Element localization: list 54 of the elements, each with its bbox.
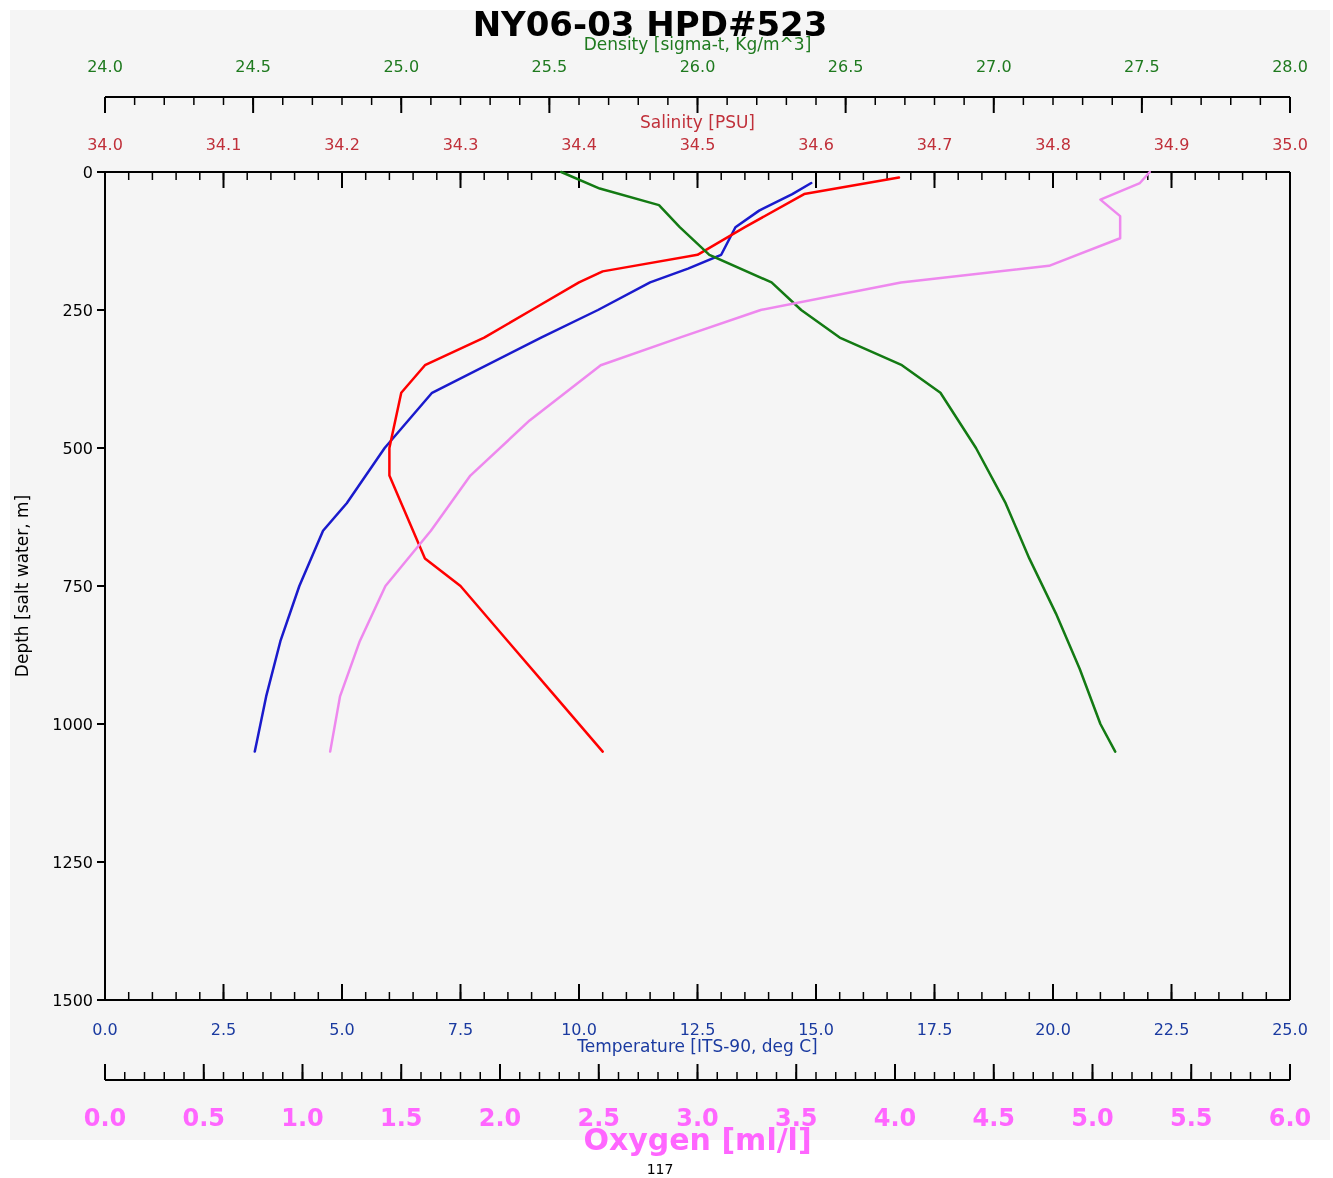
x-tick-label: 7.5 bbox=[447, 1020, 474, 1039]
x-tick-label: 12.5 bbox=[679, 1020, 716, 1039]
x-tick-label: 4.0 bbox=[873, 1104, 917, 1132]
y-tick-label: 250 bbox=[62, 301, 93, 320]
y-tick-label: 750 bbox=[62, 577, 93, 596]
x2-tick-label: 34.2 bbox=[324, 135, 360, 154]
x-tick-label: 20.0 bbox=[1035, 1020, 1071, 1039]
text: 117 bbox=[646, 1161, 674, 1177]
x2-tick-label: 25.5 bbox=[531, 57, 568, 76]
x2-tick-label: 34.4 bbox=[561, 135, 597, 154]
x-tick-label: 1.0 bbox=[281, 1104, 324, 1132]
x-tick-label: 17.5 bbox=[916, 1020, 953, 1039]
x-tick-label: 2.5 bbox=[210, 1020, 237, 1039]
x2-axis-title: Salinity [PSU] bbox=[639, 112, 756, 132]
x-tick-label: 6.0 bbox=[1268, 1104, 1312, 1132]
x2-tick-label: 34.0 bbox=[87, 135, 123, 154]
x2-tick-label: 34.9 bbox=[1153, 135, 1190, 154]
x-tick-label: 4.5 bbox=[972, 1104, 1016, 1132]
x2-tick-label: 34.1 bbox=[205, 135, 242, 154]
x-tick-label: 5.0 bbox=[1071, 1104, 1114, 1132]
x2-tick-label: 28.0 bbox=[1272, 57, 1308, 76]
y-tick-label: 1000 bbox=[52, 715, 93, 734]
x-tick-label: 3.0 bbox=[676, 1104, 719, 1132]
x-tick-label: 0.0 bbox=[83, 1104, 127, 1132]
x2-tick-label: 35.0 bbox=[1272, 135, 1308, 154]
x-tick-label: 2.0 bbox=[478, 1104, 522, 1132]
x2-tick-label: 34.5 bbox=[679, 135, 716, 154]
x-tick-label: 10.0 bbox=[561, 1020, 597, 1039]
x-tick-label: 1.5 bbox=[379, 1104, 423, 1132]
x-tick-label: 15.0 bbox=[798, 1020, 834, 1039]
x-tick-label: 0.5 bbox=[182, 1104, 226, 1132]
x-tick-label: 25.0 bbox=[1272, 1020, 1308, 1039]
x2-tick-label: 34.3 bbox=[442, 135, 479, 154]
x2-tick-label: 34.7 bbox=[916, 135, 953, 154]
x2-tick-label: 24.5 bbox=[235, 57, 271, 76]
x2-tick-label: 26.0 bbox=[679, 57, 716, 76]
x-axis-title: Temperature [ITS-90, deg C] bbox=[576, 1036, 818, 1056]
x-tick-label: 5.5 bbox=[1169, 1104, 1213, 1132]
x2-tick-label: 27.5 bbox=[1124, 57, 1160, 76]
x2-tick-label: 26.5 bbox=[827, 57, 864, 76]
y-tick-label: 1250 bbox=[52, 853, 93, 872]
x2-tick-label: 27.0 bbox=[975, 57, 1012, 76]
x-tick-label: 0.0 bbox=[92, 1020, 118, 1039]
y-axis-title: Depth [salt water, m] bbox=[12, 494, 32, 678]
line-series bbox=[253, 181, 813, 753]
x2-tick-label: 24.0 bbox=[87, 57, 123, 76]
y-tick-label: 1500 bbox=[52, 991, 93, 1010]
x-tick-label: 5.0 bbox=[329, 1020, 355, 1039]
x2-tick-label: 34.6 bbox=[798, 135, 834, 154]
x-tick-label: 22.5 bbox=[1153, 1020, 1190, 1039]
x2-tick-label: 25.0 bbox=[383, 57, 420, 76]
y-tick-label: 500 bbox=[62, 439, 93, 458]
x2-tick-label: 34.8 bbox=[1035, 135, 1071, 154]
y-tick-label: 0 bbox=[82, 163, 93, 182]
